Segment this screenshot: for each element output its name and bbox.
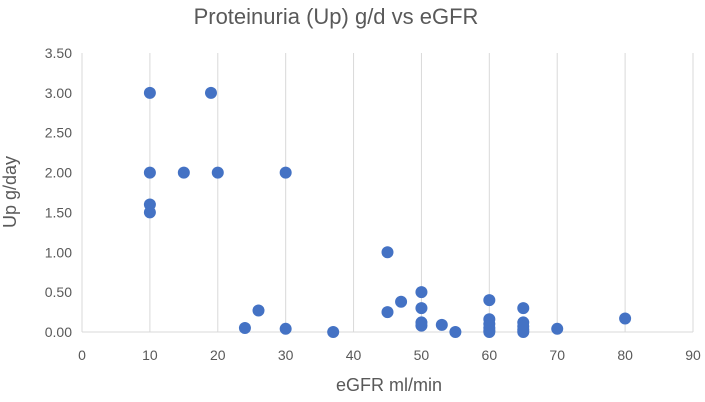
- data-point: [143, 166, 156, 179]
- data-point: [381, 246, 394, 259]
- y-axis-ticks: 0.00 0.50 1.00 1.50 2.00 2.50 3.00 3.50: [45, 45, 72, 340]
- data-point: [143, 86, 156, 99]
- data-point: [435, 318, 448, 331]
- chart-title: Proteinuria (Up) g/d vs eGFR: [194, 4, 479, 29]
- x-tick-label: 10: [142, 347, 158, 363]
- data-point: [238, 322, 251, 335]
- data-point: [483, 326, 496, 338]
- x-tick-label: 80: [617, 347, 633, 363]
- data-point: [619, 312, 632, 325]
- data-point: [415, 319, 428, 332]
- x-axis-title: eGFR ml/min: [336, 375, 442, 395]
- x-tick-label: 0: [78, 347, 86, 363]
- data-point: [279, 166, 292, 179]
- x-tick-label: 90: [685, 347, 701, 363]
- y-tick-label: 2.50: [45, 125, 72, 141]
- data-point: [252, 304, 265, 317]
- data-point: [551, 322, 564, 335]
- data-point: [279, 322, 292, 335]
- data-points: [143, 86, 632, 338]
- y-tick-label: 1.00: [45, 244, 72, 260]
- data-point: [415, 302, 428, 315]
- y-tick-label: 0.00: [45, 324, 72, 340]
- x-tick-label: 20: [210, 347, 226, 363]
- data-point: [517, 302, 530, 315]
- data-point: [204, 86, 217, 99]
- data-point: [211, 166, 224, 179]
- data-point: [395, 295, 408, 308]
- x-tick-label: 40: [346, 347, 362, 363]
- grid-layer: [81, 53, 694, 333]
- y-tick-label: 3.00: [45, 85, 72, 101]
- data-point: [143, 206, 156, 219]
- y-tick-label: 3.50: [45, 45, 72, 61]
- y-tick-label: 0.50: [45, 284, 72, 300]
- y-axis-title: Up g/day: [0, 156, 20, 228]
- data-point: [517, 326, 530, 338]
- data-point: [483, 294, 496, 307]
- data-point: [381, 306, 394, 319]
- x-axis-ticks: 0 10 20 30 40 50 60 70 80 90: [78, 347, 701, 363]
- data-point: [415, 286, 428, 299]
- x-tick-label: 30: [278, 347, 294, 363]
- y-tick-label: 2.00: [45, 165, 72, 181]
- data-point: [449, 326, 462, 338]
- data-point: [327, 326, 340, 338]
- x-tick-label: 50: [414, 347, 430, 363]
- y-tick-label: 1.50: [45, 204, 72, 220]
- x-tick-label: 60: [482, 347, 498, 363]
- x-tick-label: 70: [549, 347, 565, 363]
- data-point: [177, 166, 190, 179]
